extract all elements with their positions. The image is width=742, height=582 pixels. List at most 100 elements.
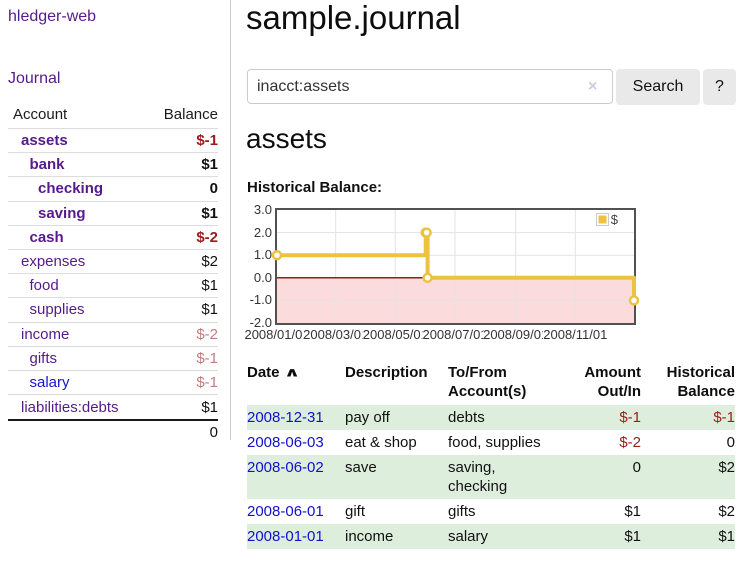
amount-column-header: Amount Out/In [584, 364, 641, 400]
account-row: liabilities:debts $1 [8, 395, 218, 419]
x-axis-tick-label: 2008/03/01 [303, 327, 369, 342]
account-link[interactable]: expenses [21, 253, 86, 271]
search-input[interactable] [247, 69, 613, 104]
register-description: save [345, 455, 448, 499]
y-axis-tick-label: 3.0 [253, 202, 272, 217]
account-row: checking 0 [8, 177, 218, 202]
page-title: sample.journal [246, 0, 461, 36]
register-amount: $1 [624, 503, 641, 520]
account-link[interactable]: supplies [29, 301, 85, 319]
register-balance: $2 [641, 455, 735, 499]
date-column-header: Date ∧ [247, 364, 300, 381]
register-description: pay off [345, 405, 448, 430]
register-accounts: debts [448, 405, 554, 430]
account-balance: $1 [201, 156, 218, 174]
y-axis-tick-label: 1.0 [253, 247, 272, 263]
register-balance: $2 [718, 503, 735, 520]
account-row: salary $-1 [8, 371, 218, 396]
account-row: gifts $-1 [8, 347, 218, 371]
x-axis-tick-label: 2008/11/01 [543, 327, 608, 342]
register-date-link[interactable]: 2008-12-31 [247, 409, 324, 426]
chart-canvas [271, 210, 640, 323]
account-link[interactable]: salary [29, 373, 70, 391]
account-balance: $-1 [196, 373, 218, 391]
y-axis-tick-label: -2.0 [249, 315, 272, 330]
sort-ascending-icon: ∧ [283, 365, 300, 380]
account-link[interactable]: liabilities:debts [21, 398, 119, 416]
clear-search-icon[interactable]: × [588, 78, 598, 95]
account-balance: $1 [201, 204, 218, 222]
register-balance: $-1 [641, 405, 735, 430]
register-accounts: saving, checking [448, 455, 554, 499]
register-amount: $-2 [619, 434, 641, 451]
register-header-row: Date ∧ Description To/From Account(s) Amo… [247, 362, 735, 405]
chart-plot-area: $ [271, 208, 640, 325]
account-row: income $-2 [8, 323, 218, 347]
account-balance: $1 [201, 398, 218, 416]
account-balance: $-1 [196, 132, 218, 150]
account-row: supplies $1 [8, 298, 218, 323]
register-description: gift [345, 503, 366, 520]
sidebar-item-journal[interactable]: Journal [8, 70, 61, 87]
register-table: Date ∧ Description To/From Account(s) Amo… [247, 362, 735, 549]
register-row: 2008-12-31 pay off debts $-1 $-1 [247, 405, 735, 430]
x-axis-tick-label: 2008/07/01 [422, 327, 488, 342]
account-row: bank $1 [8, 153, 218, 178]
y-axis-tick-label: 0.0 [253, 269, 272, 285]
account-row: food $1 [8, 274, 218, 299]
account-row: saving $1 [8, 202, 218, 226]
account-link[interactable]: food [29, 277, 59, 295]
accounts-table-header: Account Balance [8, 103, 218, 129]
account-balance: $-2 [196, 325, 218, 343]
legend-label: $ [610, 212, 618, 227]
account-link[interactable]: assets [21, 132, 68, 150]
legend-swatch-icon [595, 213, 609, 226]
account-balance: 0 [209, 180, 218, 198]
account-balance: $-1 [196, 349, 218, 367]
accounts-total-row: 0 [8, 419, 218, 443]
account-row: expenses $2 [8, 250, 218, 275]
help-button[interactable]: ? [703, 69, 736, 105]
register-accounts: food, supplies [448, 434, 541, 451]
register-date-link[interactable]: 2008-06-01 [247, 503, 324, 520]
account-link[interactable]: bank [29, 156, 65, 174]
account-link[interactable]: checking [38, 180, 104, 198]
balance-column-header-register: Historical Balance [666, 364, 735, 400]
balance-column-header: Balance [163, 106, 218, 123]
register-date-link[interactable]: 2008-06-03 [247, 434, 324, 451]
register-row: 2008-06-03 eat & shop food, supplies $-2 0 [247, 430, 735, 455]
chart-legend: $ [595, 212, 618, 227]
account-link[interactable]: cash [29, 228, 64, 246]
register-balance: 0 [726, 434, 735, 451]
chart-title: Historical Balance: [247, 179, 383, 196]
register-balance: $1 [641, 524, 735, 549]
account-balance: $-2 [196, 228, 218, 246]
accounts-column-header: To/From Account(s) [448, 364, 527, 400]
register-description: eat & shop [345, 434, 417, 451]
account-column-header: Account [13, 106, 68, 123]
sidebar: hledger-web Journal Account Balance asse… [0, 0, 231, 443]
register-row: 2008-06-02 save saving, checking 0 $2 [247, 455, 735, 499]
app-title-link[interactable]: hledger-web [8, 8, 97, 25]
description-column-header: Description [345, 364, 428, 381]
register-amount: 0 [554, 455, 641, 499]
x-axis-tick-label: 2008/01/01 [244, 327, 310, 342]
accounts-table-body: assets $-1 bank $1 checking 0 saving $1 cash $-2 e… [8, 129, 218, 419]
register-date-link[interactable]: 2008-06-02 [247, 459, 324, 476]
account-row: cash $-2 [8, 226, 218, 250]
search-button[interactable]: Search [616, 69, 700, 105]
account-heading: assets [246, 123, 327, 154]
register-row: 2008-06-01 gift gifts $1 $2 [247, 499, 735, 524]
x-axis-tick-label: 2008/05/01 [362, 327, 428, 342]
y-axis-tick-label: 2.0 [253, 224, 272, 240]
register-description: income [345, 524, 448, 549]
register-accounts: gifts [448, 503, 476, 520]
account-balance: $2 [201, 253, 218, 271]
accounts-total-value: 0 [209, 423, 218, 441]
account-link[interactable]: saving [38, 204, 86, 222]
register-date-link[interactable]: 2008-01-01 [247, 528, 324, 545]
y-axis-tick-label: -1.0 [249, 292, 272, 308]
account-link[interactable]: income [21, 325, 70, 343]
account-link[interactable]: gifts [29, 349, 58, 367]
register-accounts: salary [448, 524, 554, 549]
